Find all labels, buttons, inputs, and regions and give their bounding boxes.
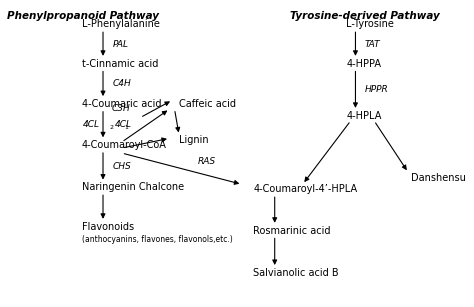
Text: t-Cinnamic acid: t-Cinnamic acid <box>82 59 158 69</box>
Text: 4CL: 4CL <box>83 120 100 129</box>
Text: C4H: C4H <box>112 79 131 88</box>
Text: Tyrosine-derived Pathway: Tyrosine-derived Pathway <box>291 11 440 21</box>
Text: 4-Coumaroyl-4’-HPLA: 4-Coumaroyl-4’-HPLA <box>254 184 357 194</box>
Text: C3H: C3H <box>112 104 131 113</box>
Text: Danshensu: Danshensu <box>411 173 466 183</box>
Text: RAS: RAS <box>198 157 216 166</box>
Text: L-Phenylalanine: L-Phenylalanine <box>82 19 160 29</box>
Text: Caffeic acid: Caffeic acid <box>179 99 236 109</box>
Text: 4-HPPA: 4-HPPA <box>346 59 381 69</box>
Text: Lignin: Lignin <box>179 135 209 145</box>
Text: 4CL: 4CL <box>115 120 132 129</box>
Text: 1: 1 <box>124 125 128 130</box>
Text: HPPR: HPPR <box>365 85 389 94</box>
Text: Salvianolic acid B: Salvianolic acid B <box>254 268 339 278</box>
Text: Flavonoids: Flavonoids <box>82 222 134 232</box>
Text: (anthocyanins, flavones, flavonols,etc.): (anthocyanins, flavones, flavonols,etc.) <box>82 235 232 244</box>
Text: 4-HPLA: 4-HPLA <box>346 111 382 121</box>
Text: 4-Coumaroyl-CoA: 4-Coumaroyl-CoA <box>82 140 166 150</box>
Text: 4-Coumaric acid: 4-Coumaric acid <box>82 99 161 109</box>
Text: PAL: PAL <box>112 40 128 49</box>
Text: TAT: TAT <box>365 40 380 49</box>
Text: Rosmarinic acid: Rosmarinic acid <box>254 226 331 235</box>
Text: 2: 2 <box>109 125 113 130</box>
Text: Phenylpropanoid Pathway: Phenylpropanoid Pathway <box>8 11 159 21</box>
Text: L-Tyrosine: L-Tyrosine <box>346 19 394 29</box>
Text: CHS: CHS <box>112 162 131 171</box>
Text: Naringenin Chalcone: Naringenin Chalcone <box>82 182 184 192</box>
